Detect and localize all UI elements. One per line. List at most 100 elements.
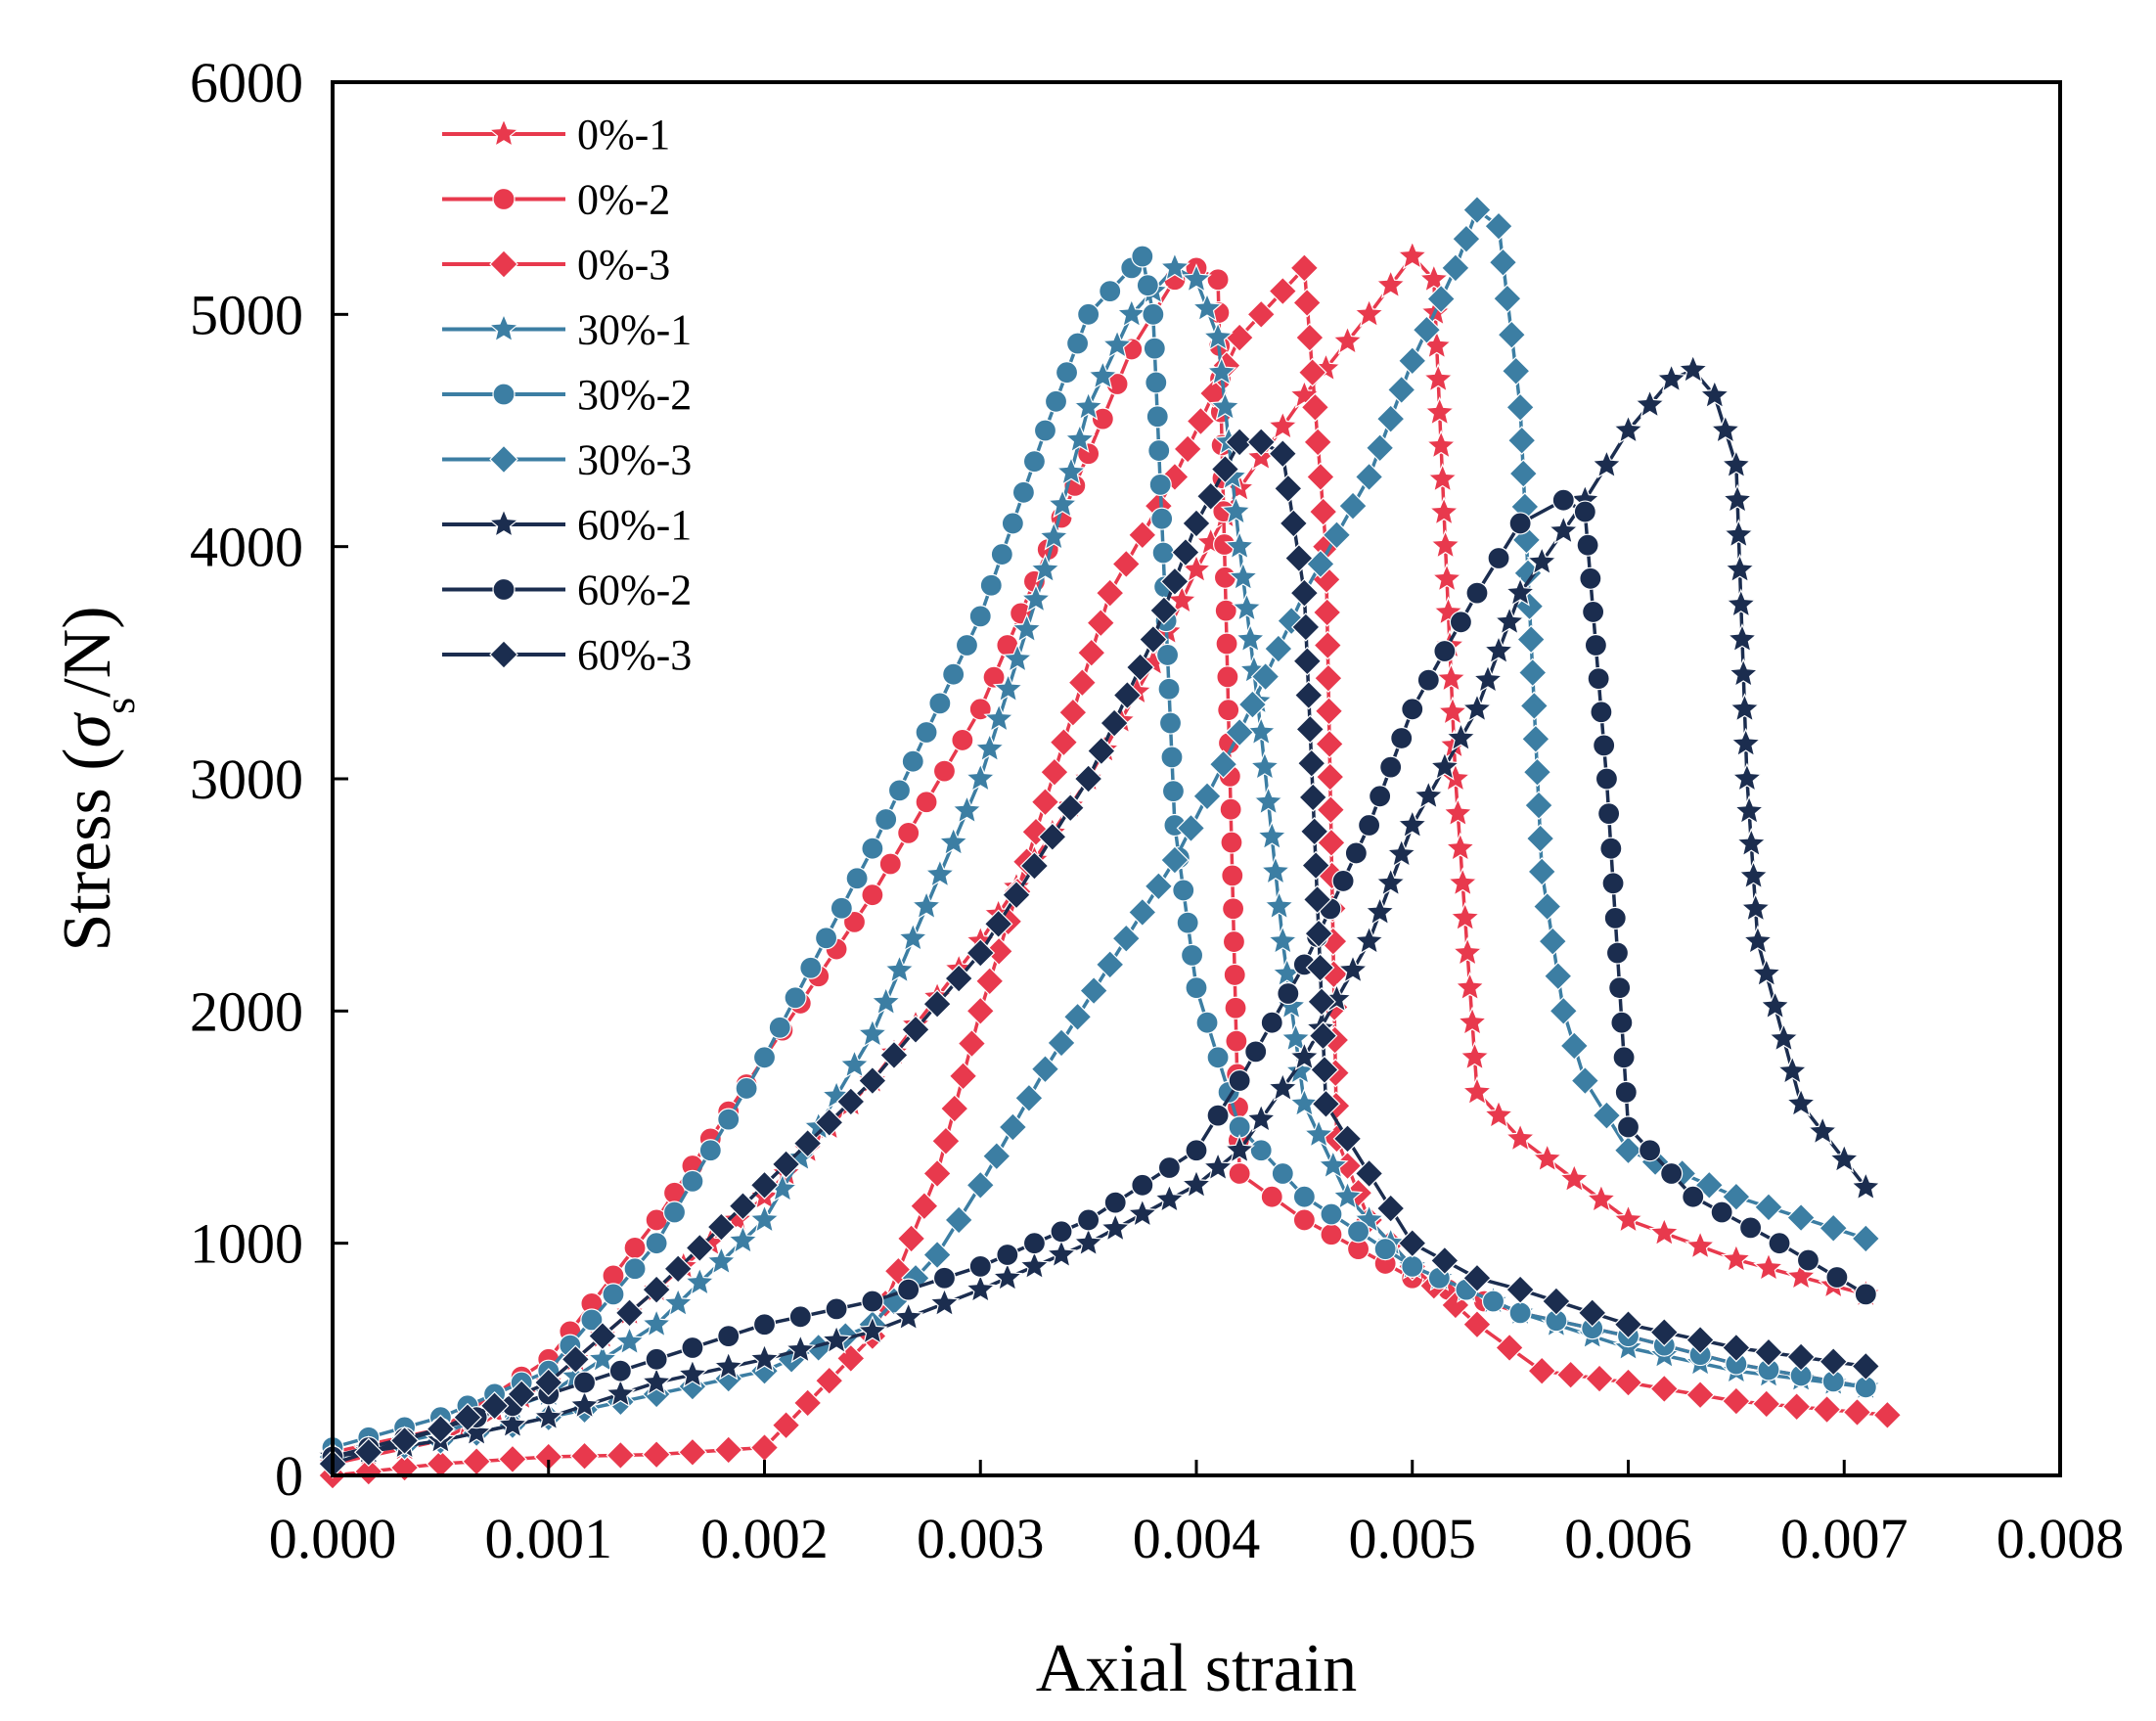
data-point xyxy=(1426,463,1459,493)
data-point xyxy=(1185,975,1208,1000)
data-point xyxy=(641,1308,672,1338)
data-point xyxy=(1593,734,1616,757)
series-line xyxy=(332,266,1866,1459)
data-point xyxy=(663,1253,694,1284)
data-point xyxy=(1488,248,1518,278)
data-point xyxy=(498,1444,527,1474)
data-point xyxy=(1292,288,1322,318)
legend-label: 0%-2 xyxy=(577,176,670,224)
data-point xyxy=(1280,1022,1312,1053)
data-point xyxy=(1050,1220,1073,1244)
data-point xyxy=(1116,297,1147,328)
data-point xyxy=(998,1112,1028,1142)
data-point xyxy=(1100,1212,1131,1243)
data-point xyxy=(681,1169,704,1193)
data-point xyxy=(748,1342,781,1373)
data-point xyxy=(1314,696,1344,726)
y-tick-label: 3000 xyxy=(190,747,303,811)
data-point xyxy=(1087,360,1119,390)
data-point xyxy=(861,837,884,860)
data-point xyxy=(1548,515,1579,545)
data-point xyxy=(1125,653,1155,682)
data-point xyxy=(1543,961,1573,991)
x-tick-label: 0.004 xyxy=(1133,1507,1261,1570)
data-point xyxy=(1100,708,1129,738)
data-point xyxy=(1449,611,1473,634)
data-point xyxy=(1493,284,1522,314)
data-point xyxy=(1030,1054,1060,1084)
data-point xyxy=(453,1402,482,1432)
x-tick-label: 0.008 xyxy=(1997,1507,2125,1570)
data-point xyxy=(1613,1368,1643,1397)
data-point xyxy=(1487,546,1510,570)
data-point xyxy=(968,1254,992,1279)
data-point xyxy=(1056,456,1087,486)
data-point xyxy=(821,1324,852,1354)
data-point xyxy=(1854,1283,1877,1306)
data-point xyxy=(1742,925,1774,955)
data-point xyxy=(1111,924,1142,954)
data-point xyxy=(1038,521,1070,551)
data-point xyxy=(1209,390,1241,421)
data-point xyxy=(1219,797,1242,821)
data-point xyxy=(1462,1263,1492,1293)
data-point xyxy=(1279,509,1309,538)
data-point xyxy=(1506,426,1537,456)
data-point xyxy=(727,1224,759,1254)
legend-marker xyxy=(488,117,519,148)
data-point xyxy=(1176,911,1199,934)
data-point xyxy=(1740,892,1772,923)
data-point xyxy=(1733,794,1765,825)
data-point xyxy=(1353,297,1385,328)
data-point xyxy=(1228,1161,1251,1186)
data-point xyxy=(1149,596,1179,625)
data-point xyxy=(752,1313,777,1336)
data-point xyxy=(1148,473,1172,496)
data-point xyxy=(1018,1249,1051,1280)
series-30pct-1 xyxy=(317,251,1882,1471)
data-point xyxy=(1077,302,1100,326)
x-tick-label: 0.006 xyxy=(1564,1507,1692,1570)
data-point xyxy=(1206,268,1230,292)
series-line xyxy=(332,498,1867,1459)
x-axis-title: Axial strain xyxy=(1036,1631,1358,1706)
data-point xyxy=(1318,1150,1349,1179)
data-point xyxy=(1263,889,1295,920)
data-point xyxy=(1260,1185,1283,1208)
data-point xyxy=(1014,1083,1044,1113)
data-point xyxy=(533,1368,563,1397)
data-point xyxy=(507,1380,537,1409)
data-point xyxy=(1267,410,1299,440)
legend-item: 60%-2 xyxy=(442,566,692,614)
data-point xyxy=(1299,816,1329,846)
data-point xyxy=(887,779,912,802)
data-point xyxy=(830,896,853,920)
data-point xyxy=(968,605,992,628)
data-point xyxy=(984,936,1014,967)
data-point xyxy=(1095,950,1125,979)
data-point xyxy=(1682,1185,1705,1208)
data-point xyxy=(1365,432,1395,463)
data-point xyxy=(1176,813,1206,843)
data-point xyxy=(698,1139,722,1162)
data-point xyxy=(931,1126,961,1156)
data-point xyxy=(1472,663,1504,694)
data-point xyxy=(1678,353,1709,384)
data-point xyxy=(1587,667,1610,691)
data-point xyxy=(992,672,1024,702)
data-point xyxy=(1303,428,1333,457)
data-point xyxy=(1144,871,1174,901)
data-point xyxy=(1142,302,1165,326)
data-point xyxy=(1447,867,1478,897)
data-point xyxy=(1228,561,1259,591)
legend-marker xyxy=(492,187,516,211)
data-point xyxy=(1465,581,1489,605)
data-point xyxy=(1385,838,1417,868)
data-point xyxy=(1314,663,1343,694)
data-point xyxy=(1011,480,1036,504)
data-point xyxy=(1213,566,1237,589)
data-point xyxy=(1073,764,1103,793)
data-point xyxy=(1160,566,1190,597)
data-point xyxy=(1145,371,1168,394)
data-point xyxy=(602,1283,625,1306)
